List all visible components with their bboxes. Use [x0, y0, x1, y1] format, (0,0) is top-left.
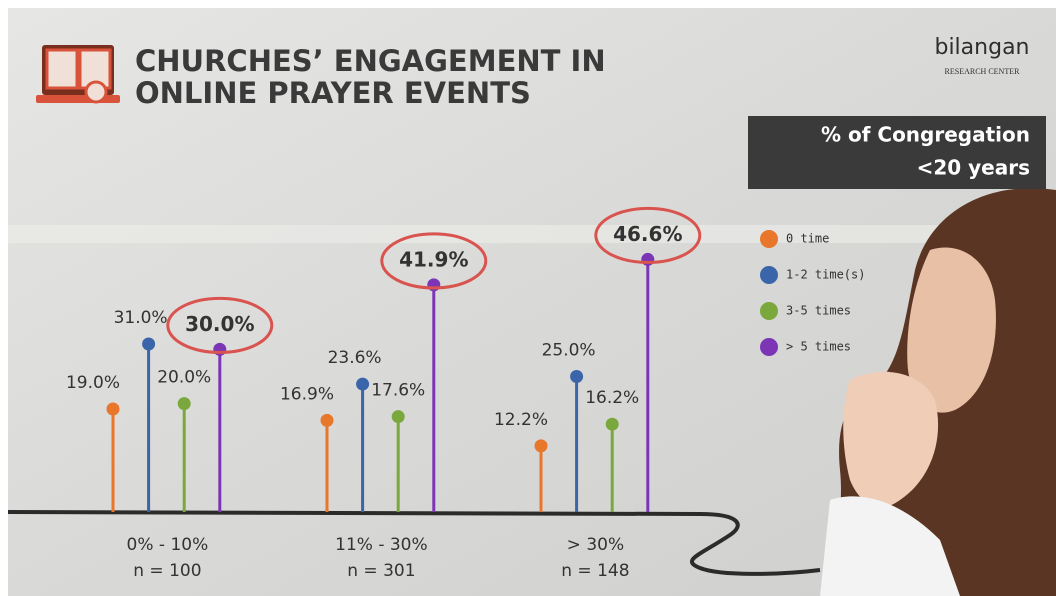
sample-size: n = 148 — [561, 561, 629, 581]
legend-marker — [760, 338, 778, 356]
value-label: 19.0% — [66, 373, 120, 393]
legend-marker — [760, 230, 778, 248]
photo-person — [820, 188, 1056, 596]
x-tick-label: > 30% — [567, 535, 624, 555]
baseline — [7, 510, 821, 576]
legend-label: 1-2 time(s) — [786, 268, 865, 282]
value-label: 23.6% — [328, 348, 382, 368]
value-label: 20.0% — [157, 368, 211, 388]
dot — [534, 439, 548, 453]
highlight-ring — [380, 232, 488, 290]
subtitle: % of Congregation — [821, 123, 1030, 147]
value-label: 30.0% — [185, 312, 254, 336]
value-label: 25.0% — [542, 341, 596, 361]
value-label: 12.2% — [494, 410, 548, 430]
dot — [605, 417, 619, 431]
legend-label: > 5 times — [786, 340, 851, 354]
subtitle-box — [748, 116, 1046, 189]
background-band — [8, 225, 1056, 243]
dot — [356, 377, 370, 391]
legend-label: 3-5 times — [786, 304, 851, 318]
dot — [427, 278, 441, 292]
sample-size: n = 100 — [133, 561, 201, 581]
dot — [391, 410, 405, 424]
dot — [142, 337, 156, 351]
legend-label: 0 time — [786, 232, 829, 246]
x-tick-label: 0% - 10% — [127, 535, 209, 555]
subtitle: <20 years — [917, 156, 1030, 180]
sample-size: n = 301 — [347, 561, 415, 581]
logo-name: bilangan — [934, 35, 1029, 60]
chart-title: CHURCHES’ ENGAGEMENT IN — [135, 44, 606, 78]
chart-title: ONLINE PRAYER EVENTS — [135, 76, 531, 110]
value-label: 16.9% — [280, 384, 334, 404]
value-label: 46.6% — [613, 222, 682, 246]
value-label: 17.6% — [371, 381, 425, 401]
dot — [106, 402, 120, 416]
dot — [177, 397, 191, 411]
value-label: 16.2% — [585, 388, 639, 408]
x-tick-label: 11% - 30% — [335, 535, 428, 555]
dot — [570, 370, 584, 383]
logo-subtitle: RESEARCH CENTER — [945, 67, 1021, 76]
highlight-ring — [166, 296, 274, 354]
dot — [641, 252, 655, 266]
title-icon — [36, 45, 120, 104]
dot — [320, 413, 334, 427]
highlight-ring — [594, 206, 702, 264]
dot — [213, 342, 227, 356]
value-label: 31.0% — [114, 308, 168, 328]
legend-marker — [760, 302, 778, 320]
legend-marker — [760, 266, 778, 284]
value-label: 41.9% — [399, 247, 468, 271]
